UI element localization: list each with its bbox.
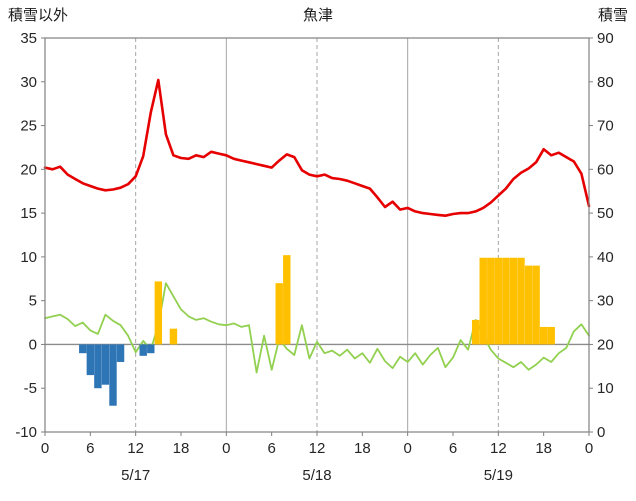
x-axis-tick-label: 12: [309, 440, 326, 457]
blue-bar-series-bar: [79, 344, 87, 354]
orange-bar-series: [154, 255, 555, 345]
x-axis-tick-label: 6: [449, 440, 457, 457]
blue-bar-series-bar: [116, 344, 125, 362]
left-axis-tick-label: 10: [20, 249, 37, 266]
left-axis-tick-label: 20: [20, 161, 37, 178]
right-axis-tick-label: 0: [597, 424, 605, 441]
orange-bar-series-bar: [547, 326, 555, 345]
right-axis-tick-label: 30: [597, 293, 614, 310]
green-series-line: [44, 282, 590, 374]
blue-bar-series-bar: [94, 344, 102, 389]
orange-bar-series-bar: [517, 257, 525, 345]
right-axis-tick-label: 70: [597, 118, 614, 135]
date-label: 5/18: [302, 467, 331, 484]
orange-bar-series-bar: [532, 265, 540, 345]
x-axis-tick-label: 18: [173, 440, 190, 457]
left-axis-tick-label: 30: [20, 74, 37, 91]
x-axis-tick-label: 6: [86, 440, 94, 457]
left-axis-tick-label: 25: [20, 118, 37, 135]
orange-bar-series-bar: [154, 281, 163, 345]
blue-bar-series: [79, 344, 155, 406]
blue-bar-series-bar: [139, 344, 147, 356]
left-axis-tick-label: 0: [29, 336, 37, 353]
x-axis-tick-label: 0: [585, 440, 593, 457]
orange-bar-series-bar: [471, 319, 480, 345]
left-axis-tick-label: 5: [29, 293, 37, 310]
blue-bar-series-bar: [86, 344, 95, 376]
orange-bar-series-bar: [275, 283, 283, 345]
left-axis-title: 積雪以外: [8, 7, 69, 24]
x-axis-tick-label: 18: [354, 440, 371, 457]
blue-bar-series-bar: [147, 344, 155, 354]
orange-bar-series-bar: [479, 257, 487, 345]
left-axis-tick-label: 35: [20, 30, 37, 47]
left-axis-tick-label: -10: [15, 424, 37, 441]
left-axis-tick-label: 15: [20, 205, 37, 222]
orange-bar-series-bar: [283, 255, 291, 345]
x-axis-tick-label: 0: [41, 440, 49, 457]
orange-bar-series-bar: [539, 326, 548, 345]
orange-bar-series-bar: [509, 257, 518, 345]
orange-bar-series-bar: [169, 328, 178, 345]
x-axis-tick-label: 18: [535, 440, 552, 457]
x-axis-tick-label: 0: [403, 440, 411, 457]
orange-bar-series-bar: [524, 265, 533, 345]
orange-bar-series-bar: [487, 257, 495, 345]
right-axis-tick-label: 40: [597, 249, 614, 266]
left-axis-tick-label: -5: [24, 380, 37, 397]
x-axis-tick-label: 12: [127, 440, 144, 457]
right-axis-tick-label: 60: [597, 161, 614, 178]
date-label: 5/17: [121, 467, 150, 484]
red-series-line: [43, 78, 591, 217]
blue-bar-series-bar: [101, 344, 110, 385]
blue-bar-series-bar: [109, 344, 117, 406]
right-axis-tick-label: 20: [597, 336, 614, 353]
right-axis-tick-label: 80: [597, 74, 614, 91]
right-axis-tick-label: 10: [597, 380, 614, 397]
orange-bar-series-bar: [502, 257, 510, 345]
date-label: 5/19: [484, 467, 513, 484]
x-axis-tick-label: 12: [490, 440, 507, 457]
axis-ticks: [41, 37, 593, 436]
right-axis-tick-label: 90: [597, 30, 614, 47]
orange-bar-series-bar: [494, 257, 503, 345]
right-axis-title: 積雪: [597, 7, 628, 24]
right-axis-tick-label: 50: [597, 205, 614, 222]
station-title: 魚津: [302, 7, 333, 24]
x-axis-tick-label: 6: [267, 440, 275, 457]
x-axis-tick-label: 0: [222, 440, 230, 457]
gridlines: [135, 38, 499, 432]
